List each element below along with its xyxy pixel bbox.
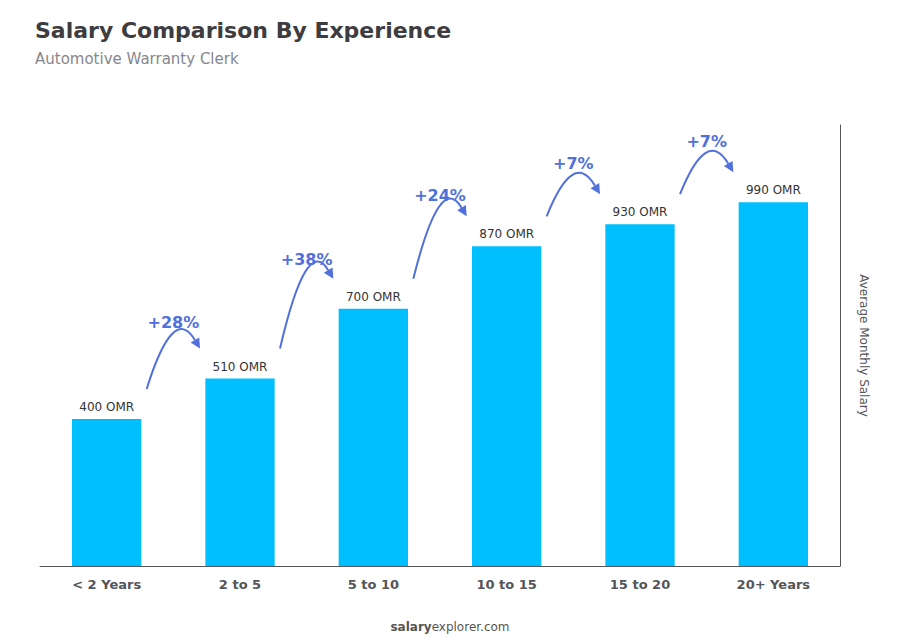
svg-text:+28%: +28% xyxy=(147,313,199,332)
svg-text:20+ Years: 20+ Years xyxy=(737,577,811,592)
svg-text:510 OMR: 510 OMR xyxy=(213,360,268,374)
svg-text:990 OMR: 990 OMR xyxy=(746,183,801,197)
svg-text:+7%: +7% xyxy=(686,132,727,151)
svg-text:+7%: +7% xyxy=(553,154,594,173)
svg-text:Automotive Warranty Clerk: Automotive Warranty Clerk xyxy=(35,50,239,68)
svg-text:Average Monthly Salary: Average Monthly Salary xyxy=(857,274,871,417)
svg-text:5 to 10: 5 to 10 xyxy=(348,577,399,592)
svg-text:Salary Comparison By Experienc: Salary Comparison By Experience xyxy=(35,18,451,43)
svg-text:+24%: +24% xyxy=(414,186,466,205)
svg-text:870 OMR: 870 OMR xyxy=(479,227,534,241)
svg-text:700 OMR: 700 OMR xyxy=(346,290,401,304)
svg-text:salary: salary xyxy=(390,620,431,634)
svg-text:+38%: +38% xyxy=(281,250,333,269)
svg-text:explorer.com: explorer.com xyxy=(432,620,510,634)
svg-text:400 OMR: 400 OMR xyxy=(79,400,134,414)
svg-text:15 to 20: 15 to 20 xyxy=(610,577,670,592)
svg-text:10 to 15: 10 to 15 xyxy=(476,577,536,592)
svg-text:< 2 Years: < 2 Years xyxy=(72,577,141,592)
svg-text:930 OMR: 930 OMR xyxy=(613,205,668,219)
svg-text:2 to 5: 2 to 5 xyxy=(219,577,261,592)
